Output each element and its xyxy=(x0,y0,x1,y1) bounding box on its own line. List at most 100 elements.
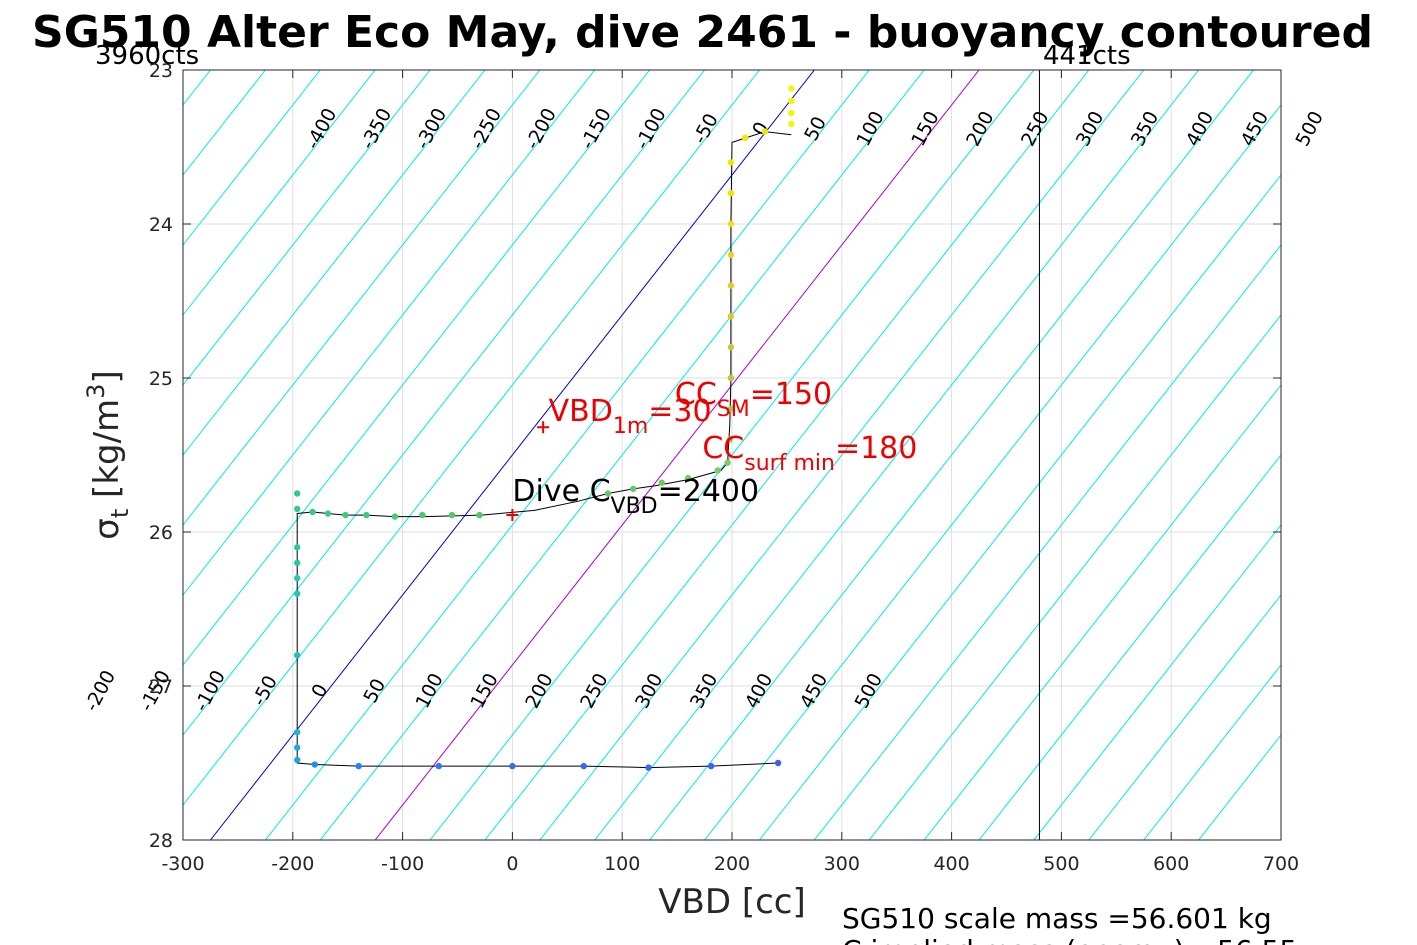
contour-line xyxy=(1198,734,1281,840)
profile-line xyxy=(296,131,792,769)
data-point xyxy=(658,479,665,486)
y-label-sup: 3 xyxy=(82,384,110,399)
contour-label-top: -250 xyxy=(466,105,506,153)
contour-line xyxy=(0,70,156,840)
data-point xyxy=(727,282,735,289)
contour-label-top: -50 xyxy=(689,110,723,148)
contour-label-bottom: -100 xyxy=(190,667,230,715)
x-tick-label: -100 xyxy=(381,853,424,875)
data-point xyxy=(727,344,735,351)
contour-label-bottom: 50 xyxy=(359,675,390,707)
data-point xyxy=(604,490,612,497)
data-point xyxy=(727,313,735,320)
data-point xyxy=(774,759,782,767)
data-point xyxy=(363,511,370,519)
contour-label-top: 50 xyxy=(800,113,831,145)
y-tick-label: 26 xyxy=(149,522,173,544)
contour-label-bottom: 400 xyxy=(741,670,777,712)
contour-line xyxy=(1143,664,1281,840)
data-point xyxy=(727,251,735,258)
contour-line xyxy=(183,70,596,596)
contour-line xyxy=(868,314,1281,840)
contour-label-top: -400 xyxy=(302,105,342,153)
y-axis-ticks: 23 24 25 26 27 28 xyxy=(149,60,1281,852)
x-tick-label: 600 xyxy=(1153,853,1189,875)
data-point xyxy=(293,744,301,751)
x-tick-label: 700 xyxy=(1263,853,1299,875)
data-point xyxy=(788,120,795,128)
contour-label-top: -100 xyxy=(631,105,671,153)
data-point xyxy=(293,575,301,582)
data-point xyxy=(324,510,332,517)
data-point xyxy=(293,652,301,659)
profile-layer xyxy=(296,131,792,769)
buoyancy-contours xyxy=(0,70,1281,840)
contour-line xyxy=(704,104,1281,840)
contour-label-bottom: 200 xyxy=(521,670,557,712)
data-point xyxy=(293,559,301,566)
contour-label-bottom: 250 xyxy=(576,670,612,712)
x-tick-label: 400 xyxy=(933,853,969,875)
data-point xyxy=(788,97,795,105)
data-point xyxy=(293,544,301,551)
contour-line xyxy=(183,70,376,316)
contour-line xyxy=(264,70,870,840)
annotation-cc-surf-min: CCsurf min=180 xyxy=(702,431,917,476)
contour-label-bottom: 350 xyxy=(686,670,722,712)
y-label-sub: t xyxy=(106,509,134,518)
data-point xyxy=(645,764,652,771)
svg-text:σt [kg/m3]: σt [kg/m3] xyxy=(82,370,134,539)
contour-line xyxy=(759,174,1281,840)
x-axis-label: VBD [cc] xyxy=(658,882,806,922)
data-points xyxy=(293,85,795,771)
contour-label-top: 400 xyxy=(1182,108,1218,150)
x-tick-label: 100 xyxy=(604,853,640,875)
data-point xyxy=(727,374,735,382)
data-point xyxy=(435,762,443,770)
footer-line-2: C implied mass (energy) =56.55 xyxy=(842,934,1297,945)
data-point xyxy=(342,511,349,519)
contour-label-top: -350 xyxy=(357,105,397,153)
contour-label-bottom: 100 xyxy=(411,670,447,712)
y-tick-label: 23 xyxy=(149,60,173,82)
contour-line xyxy=(1088,594,1281,840)
marker-plus xyxy=(537,421,550,434)
data-point xyxy=(724,459,731,466)
data-point xyxy=(684,474,692,482)
contour-line xyxy=(978,454,1281,840)
contour-label-top: 500 xyxy=(1292,108,1328,150)
x-axis-ticks: -300 -200 -100 0 100 200 300 400 500 600 700 xyxy=(161,70,1299,875)
y-axis-label: σt [kg/m3] xyxy=(82,370,134,539)
contour-line xyxy=(319,70,925,840)
y-label-units: [kg/m xyxy=(87,399,127,498)
contour-line xyxy=(183,70,651,666)
data-point xyxy=(293,490,301,497)
data-point xyxy=(714,467,721,474)
data-point xyxy=(448,511,456,519)
contour-line xyxy=(1033,524,1281,840)
footer-line-1: SG510 scale mass =56.601 kg xyxy=(842,902,1272,935)
x-tick-label: 200 xyxy=(714,853,750,875)
data-point xyxy=(309,508,316,516)
annotation-cc-sm: CCSM=150 xyxy=(675,377,832,422)
contour-label-bottom: 500 xyxy=(851,670,887,712)
data-point xyxy=(726,436,734,443)
y-label-symbol: σ xyxy=(87,518,127,540)
contour-label-top: 350 xyxy=(1127,108,1163,150)
data-point xyxy=(476,511,483,519)
contour-label-top: 100 xyxy=(852,108,888,150)
data-point xyxy=(293,756,301,764)
contour-label-bottom: 150 xyxy=(466,670,502,712)
contour-line xyxy=(183,70,431,386)
data-point xyxy=(741,134,749,141)
data-point xyxy=(311,761,318,768)
x-tick-label: -300 xyxy=(161,853,204,875)
contour-label-top: 150 xyxy=(907,108,943,150)
data-point xyxy=(293,505,301,513)
data-point xyxy=(727,405,735,412)
contour-label-bottom: -50 xyxy=(248,672,282,710)
contour-label-top: 450 xyxy=(1237,108,1273,150)
y-tick-label: 27 xyxy=(149,676,173,698)
